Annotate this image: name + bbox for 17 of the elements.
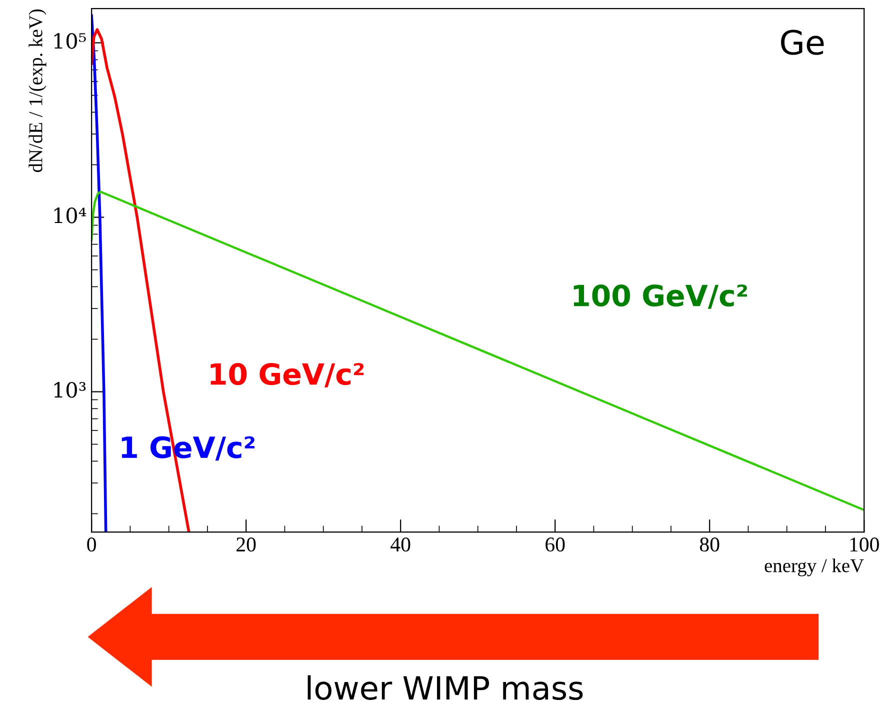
y-tick-label: 10³ [54, 382, 86, 398]
y-tick-label: 10⁵ [54, 33, 86, 49]
line-series [92, 190, 864, 512]
x-tick-label: 60 [546, 538, 565, 552]
x-axis-title: energy / keV [764, 558, 864, 576]
y-axis-title: dN/dE / 1/(exp. keV) [28, 9, 46, 172]
y-tick-label: 10⁴ [54, 208, 86, 224]
x-tick-label: 80 [700, 538, 720, 552]
x-tick-label: 20 [236, 538, 256, 552]
x-tick-label: 0 [87, 538, 96, 552]
text: lower WIMP mass [308, 675, 583, 700]
x-tick-label: 100 [850, 538, 879, 552]
series-label: 10 GeV/c² [210, 363, 364, 388]
x-tick-label: 40 [390, 538, 410, 552]
line-series [92, 14, 108, 532]
annotation: Ge [781, 30, 824, 55]
text: 100 GeV/c² [574, 284, 747, 309]
